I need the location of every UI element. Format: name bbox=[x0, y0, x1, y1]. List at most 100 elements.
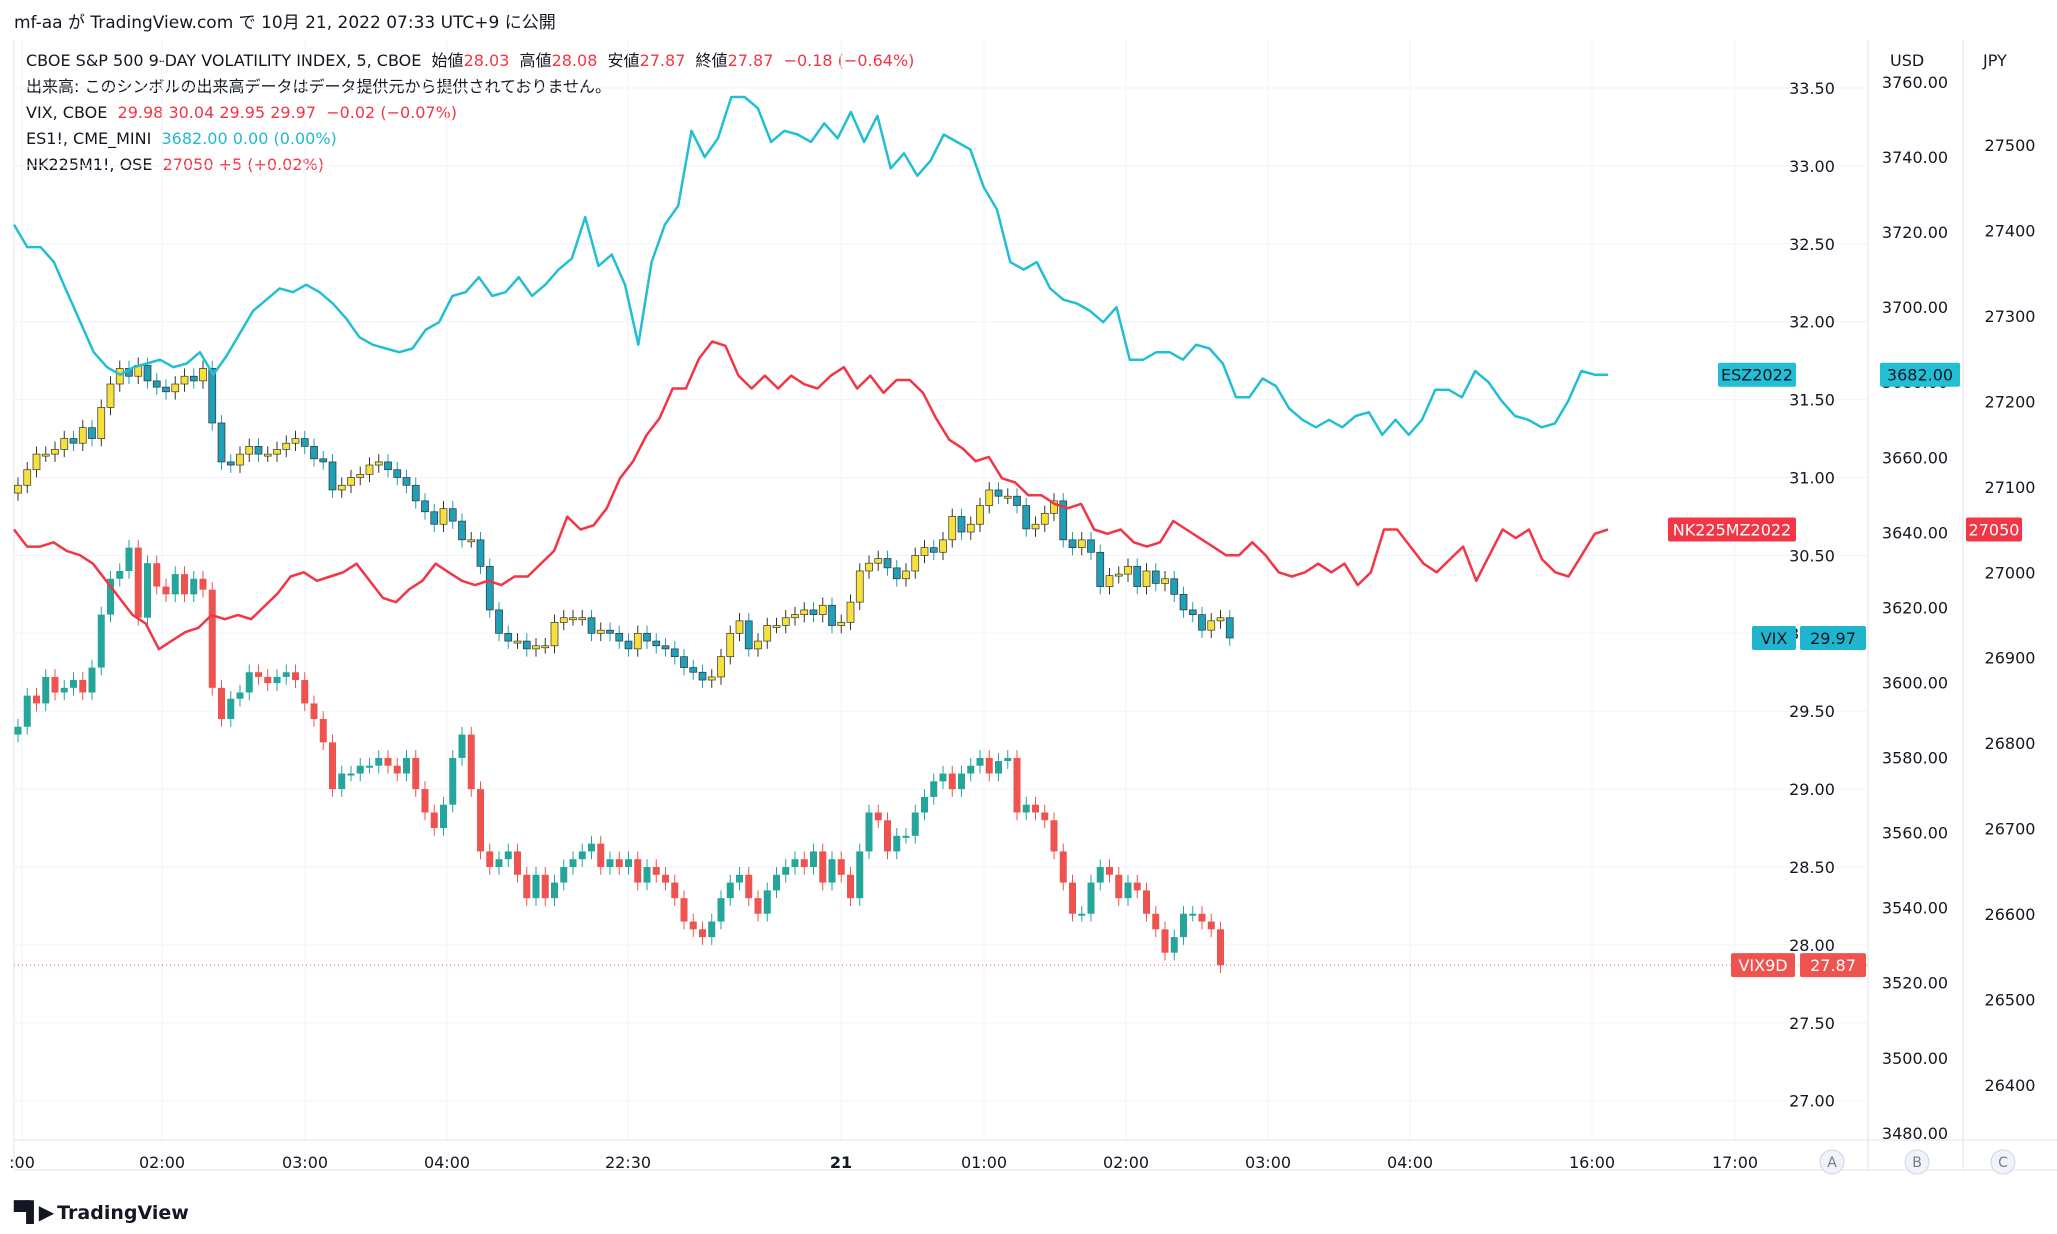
legend-nk-values: 27050 +5 (+0.02%) bbox=[162, 155, 324, 174]
vix9d-candle bbox=[865, 812, 873, 852]
vix-candle bbox=[818, 604, 827, 615]
vix9d-candle bbox=[403, 757, 410, 774]
vix-candle bbox=[310, 445, 318, 460]
vix9d-candle bbox=[615, 859, 623, 867]
vix9d-candle bbox=[495, 859, 503, 867]
vix-candle bbox=[60, 438, 69, 450]
vix-candle bbox=[1096, 551, 1105, 587]
usd-axis-tick: 3640.00 bbox=[1882, 523, 1948, 542]
usd-axis-tick: 3540.00 bbox=[1882, 899, 1948, 918]
vix-candle bbox=[180, 375, 189, 385]
usd-axis-tick: 3520.00 bbox=[1882, 974, 1948, 993]
vix9d-candle bbox=[486, 851, 494, 867]
vix-candle bbox=[883, 558, 892, 569]
vix9d-candle bbox=[356, 765, 364, 774]
legend-low-value: 27.87 bbox=[639, 51, 686, 70]
vix-candle bbox=[51, 449, 59, 455]
vix-candle bbox=[1198, 614, 1206, 631]
vix9d-candle bbox=[42, 676, 50, 704]
vix9d-candle bbox=[662, 874, 669, 883]
usd-axis-tick: 3620.00 bbox=[1882, 598, 1948, 617]
vix9d-candle bbox=[514, 851, 521, 875]
nk-name-label: NK225MZ2022 bbox=[1673, 521, 1791, 540]
jpy-axis-tick: 26600 bbox=[1985, 905, 2036, 924]
legend-vix-name: VIX, CBOE bbox=[26, 103, 108, 122]
vix-candle bbox=[328, 461, 337, 491]
vix9d-candle bbox=[837, 859, 845, 875]
time-axis-tick: 21 bbox=[830, 1153, 852, 1172]
axis-button-b[interactable] bbox=[1904, 1149, 1930, 1175]
axis-button-a[interactable] bbox=[1819, 1149, 1845, 1175]
jpy-axis-tick: 27400 bbox=[1985, 221, 2036, 240]
legend-nk-name: NK225M1!, OSE bbox=[26, 155, 153, 174]
time-axis-tick: 02:00 bbox=[1103, 1153, 1149, 1172]
vix-candle bbox=[115, 368, 124, 385]
vix9d-candle bbox=[1069, 882, 1076, 914]
vix-candle bbox=[1105, 575, 1114, 587]
usd-axis-tick: 3760.00 bbox=[1882, 73, 1948, 92]
vix9d-candle bbox=[273, 676, 281, 684]
vix9d-candle bbox=[569, 859, 577, 867]
vix-name-label-bg bbox=[1752, 625, 1796, 650]
usd-axis-tick: 3560.00 bbox=[1882, 824, 1948, 843]
vix-name-label: VIX bbox=[1761, 629, 1788, 648]
axis-button-c[interactable] bbox=[1990, 1149, 2016, 1175]
vix9d-candle bbox=[995, 761, 1002, 774]
vix9d-candle bbox=[699, 929, 706, 938]
legend-close-label: 終値 bbox=[695, 51, 728, 70]
vix-candle bbox=[1142, 570, 1151, 587]
vix-candle bbox=[846, 601, 855, 623]
jpy-axis-tick: 27000 bbox=[1985, 563, 2036, 582]
time-axis-tick: 01:00 bbox=[961, 1153, 1007, 1172]
legend-vix-change: −0.02 (−0.07%) bbox=[326, 103, 458, 122]
left-axis-tick: 33.50 bbox=[1789, 79, 1835, 98]
vix-candle bbox=[550, 622, 559, 647]
nk-value-label: 27050 bbox=[1969, 521, 2020, 540]
left-axis-tick: 32.00 bbox=[1789, 313, 1835, 332]
vix-candle bbox=[522, 640, 531, 650]
vix-candle bbox=[1031, 523, 1040, 530]
vix-candle bbox=[976, 505, 984, 525]
vix-candle bbox=[791, 614, 799, 619]
vix9d-candle bbox=[79, 680, 87, 693]
vix9d-candle bbox=[440, 804, 447, 829]
time-axis-tick: 22:30 bbox=[605, 1153, 651, 1172]
jpy-axis-tick: 27300 bbox=[1985, 307, 2036, 326]
vix-candle bbox=[661, 645, 670, 650]
vix-candle bbox=[689, 667, 698, 673]
jpy-axis-tick: 26900 bbox=[1985, 649, 2036, 668]
chart-canvas[interactable]: 33.5033.0032.5032.0031.5031.0030.5030.00… bbox=[0, 0, 2057, 1190]
vix-candle bbox=[1050, 500, 1058, 514]
vix9d-candle bbox=[60, 687, 68, 693]
vix-candle bbox=[1151, 570, 1160, 584]
vix9d-candle bbox=[689, 921, 697, 930]
vix-candle bbox=[1022, 505, 1031, 530]
tradingview-brand: TradingView bbox=[57, 1202, 189, 1224]
vix9d-candle bbox=[181, 574, 188, 595]
vix-candle bbox=[32, 453, 41, 471]
vix-candle bbox=[587, 617, 596, 634]
legend-open-label: 始値 bbox=[431, 51, 464, 70]
vix9d-candle bbox=[930, 781, 938, 797]
vix-candle bbox=[772, 625, 781, 628]
vix-candle bbox=[763, 625, 772, 642]
vix9d-candle bbox=[911, 812, 919, 836]
vix9d-candle bbox=[976, 757, 984, 766]
vix9d-candle bbox=[477, 789, 484, 852]
vix9d-candle bbox=[375, 757, 383, 766]
vix9d-candle bbox=[948, 773, 956, 790]
vix-candle bbox=[476, 539, 485, 567]
vix9d-candle bbox=[652, 867, 660, 875]
vix-candle bbox=[744, 620, 753, 650]
usd-axis-tick: 3700.00 bbox=[1882, 298, 1948, 317]
chart-legend: CBOE S&P 500 9-DAY VOLATILITY INDEX, 5, … bbox=[26, 48, 914, 178]
vix-candle bbox=[393, 469, 402, 478]
vix9d-candle bbox=[1189, 913, 1197, 916]
legend-es-name: ES1!, CME_MINI bbox=[26, 129, 152, 148]
vix-candle bbox=[717, 656, 725, 678]
vix-candle bbox=[1077, 539, 1086, 548]
vix-candle bbox=[263, 453, 272, 457]
vix-candle bbox=[855, 570, 864, 603]
legend-high-label: 高値 bbox=[519, 51, 552, 70]
vix-candle bbox=[1114, 573, 1123, 577]
